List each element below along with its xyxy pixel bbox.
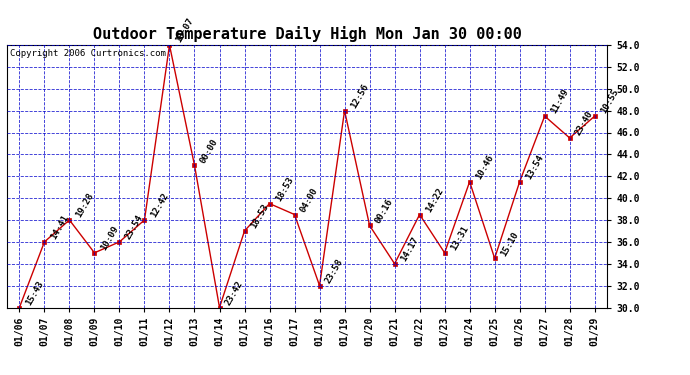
Text: 14:41: 14:41 xyxy=(48,213,70,241)
Text: 10:46: 10:46 xyxy=(474,153,495,181)
Text: 18:53: 18:53 xyxy=(274,175,295,203)
Text: 13:31: 13:31 xyxy=(448,224,470,252)
Text: 14:17: 14:17 xyxy=(399,235,420,263)
Text: 12:56: 12:56 xyxy=(348,82,370,110)
Text: 18:53: 18:53 xyxy=(248,202,270,230)
Text: 15:10: 15:10 xyxy=(499,230,520,258)
Text: 13:54: 13:54 xyxy=(524,153,545,181)
Text: 14:22: 14:22 xyxy=(424,186,445,214)
Text: 04:00: 04:00 xyxy=(299,186,320,214)
Text: 11:49: 11:49 xyxy=(549,87,570,116)
Title: Outdoor Temperature Daily High Mon Jan 30 00:00: Outdoor Temperature Daily High Mon Jan 3… xyxy=(92,27,522,42)
Text: 00:00: 00:00 xyxy=(199,137,220,165)
Text: Copyright 2006 Curtronics.com: Copyright 2006 Curtronics.com xyxy=(10,49,166,58)
Text: 12:42: 12:42 xyxy=(148,192,170,219)
Text: 19:28: 19:28 xyxy=(74,192,95,219)
Text: 15:43: 15:43 xyxy=(23,279,45,307)
Text: 00:16: 00:16 xyxy=(374,197,395,225)
Text: 15:07: 15:07 xyxy=(174,16,195,44)
Text: 23:58: 23:58 xyxy=(324,257,345,285)
Text: 23:42: 23:42 xyxy=(224,279,245,307)
Text: 10:09: 10:09 xyxy=(99,224,120,252)
Text: 10:55: 10:55 xyxy=(599,87,620,116)
Text: 23:40: 23:40 xyxy=(574,110,595,137)
Text: 23:54: 23:54 xyxy=(124,213,145,241)
